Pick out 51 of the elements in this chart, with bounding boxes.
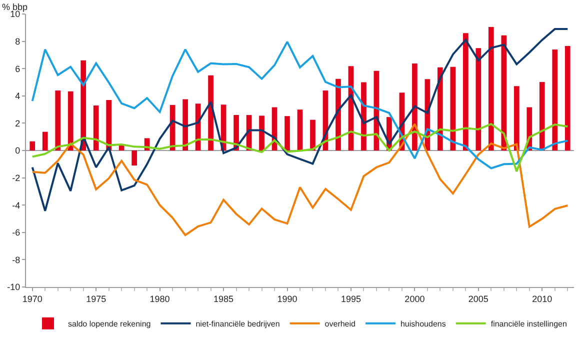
bar [106,100,112,150]
line-series [31,123,569,172]
bar [55,90,61,150]
bar [284,116,290,150]
bar [539,82,545,150]
x-tick-label: 2005 [468,294,488,304]
x-tick-label: 2000 [404,294,425,304]
bar [42,132,48,150]
y-tick-label: -8 [12,254,20,265]
y-tick-label: -2 [12,172,20,183]
bar [564,46,570,150]
bar [552,49,558,150]
legend-label: overheid [324,319,356,328]
line-series [31,123,569,236]
y-tick-label: 0 [15,146,20,156]
bar [30,141,36,150]
x-tick-label: 1985 [214,294,234,304]
y-tick-label: 4 [15,91,20,102]
x-tick-label: 1995 [340,294,361,304]
x-tick-label: 1975 [86,294,106,304]
line-series [31,28,569,212]
bar [463,33,468,150]
y-tick-label: 8 [15,36,20,46]
bar [297,110,303,150]
legend-label: financiële instellingen [490,319,567,328]
legend-label: saldo lopende rekening [68,319,151,328]
y-tick-label: 6 [15,64,20,74]
y-tick-label: -4 [12,200,20,210]
line-series [31,40,569,170]
bar [93,105,99,150]
legend-label: huishoudens [400,319,446,328]
x-tick-label: 1970 [22,294,42,304]
legend-label: niet-financiële bedrijven [196,319,280,328]
bar [488,26,494,150]
bar [514,86,520,150]
y-tick-label: -6 [12,228,20,238]
x-tick-label: 1990 [277,294,298,304]
y-tick-label: 10 [10,9,20,20]
y-axis-title: % bbp [2,2,28,12]
y-tick-label: -10 [7,282,20,292]
bar [259,116,264,150]
bar [412,64,418,150]
bar [68,91,74,150]
bar [132,150,137,166]
bar [476,48,482,150]
x-tick-label: 2010 [532,294,552,304]
bar [501,35,507,150]
bar [310,120,316,150]
y-tick-label: 2 [15,118,20,128]
bar [182,99,188,150]
x-tick-label: 1980 [150,294,170,304]
